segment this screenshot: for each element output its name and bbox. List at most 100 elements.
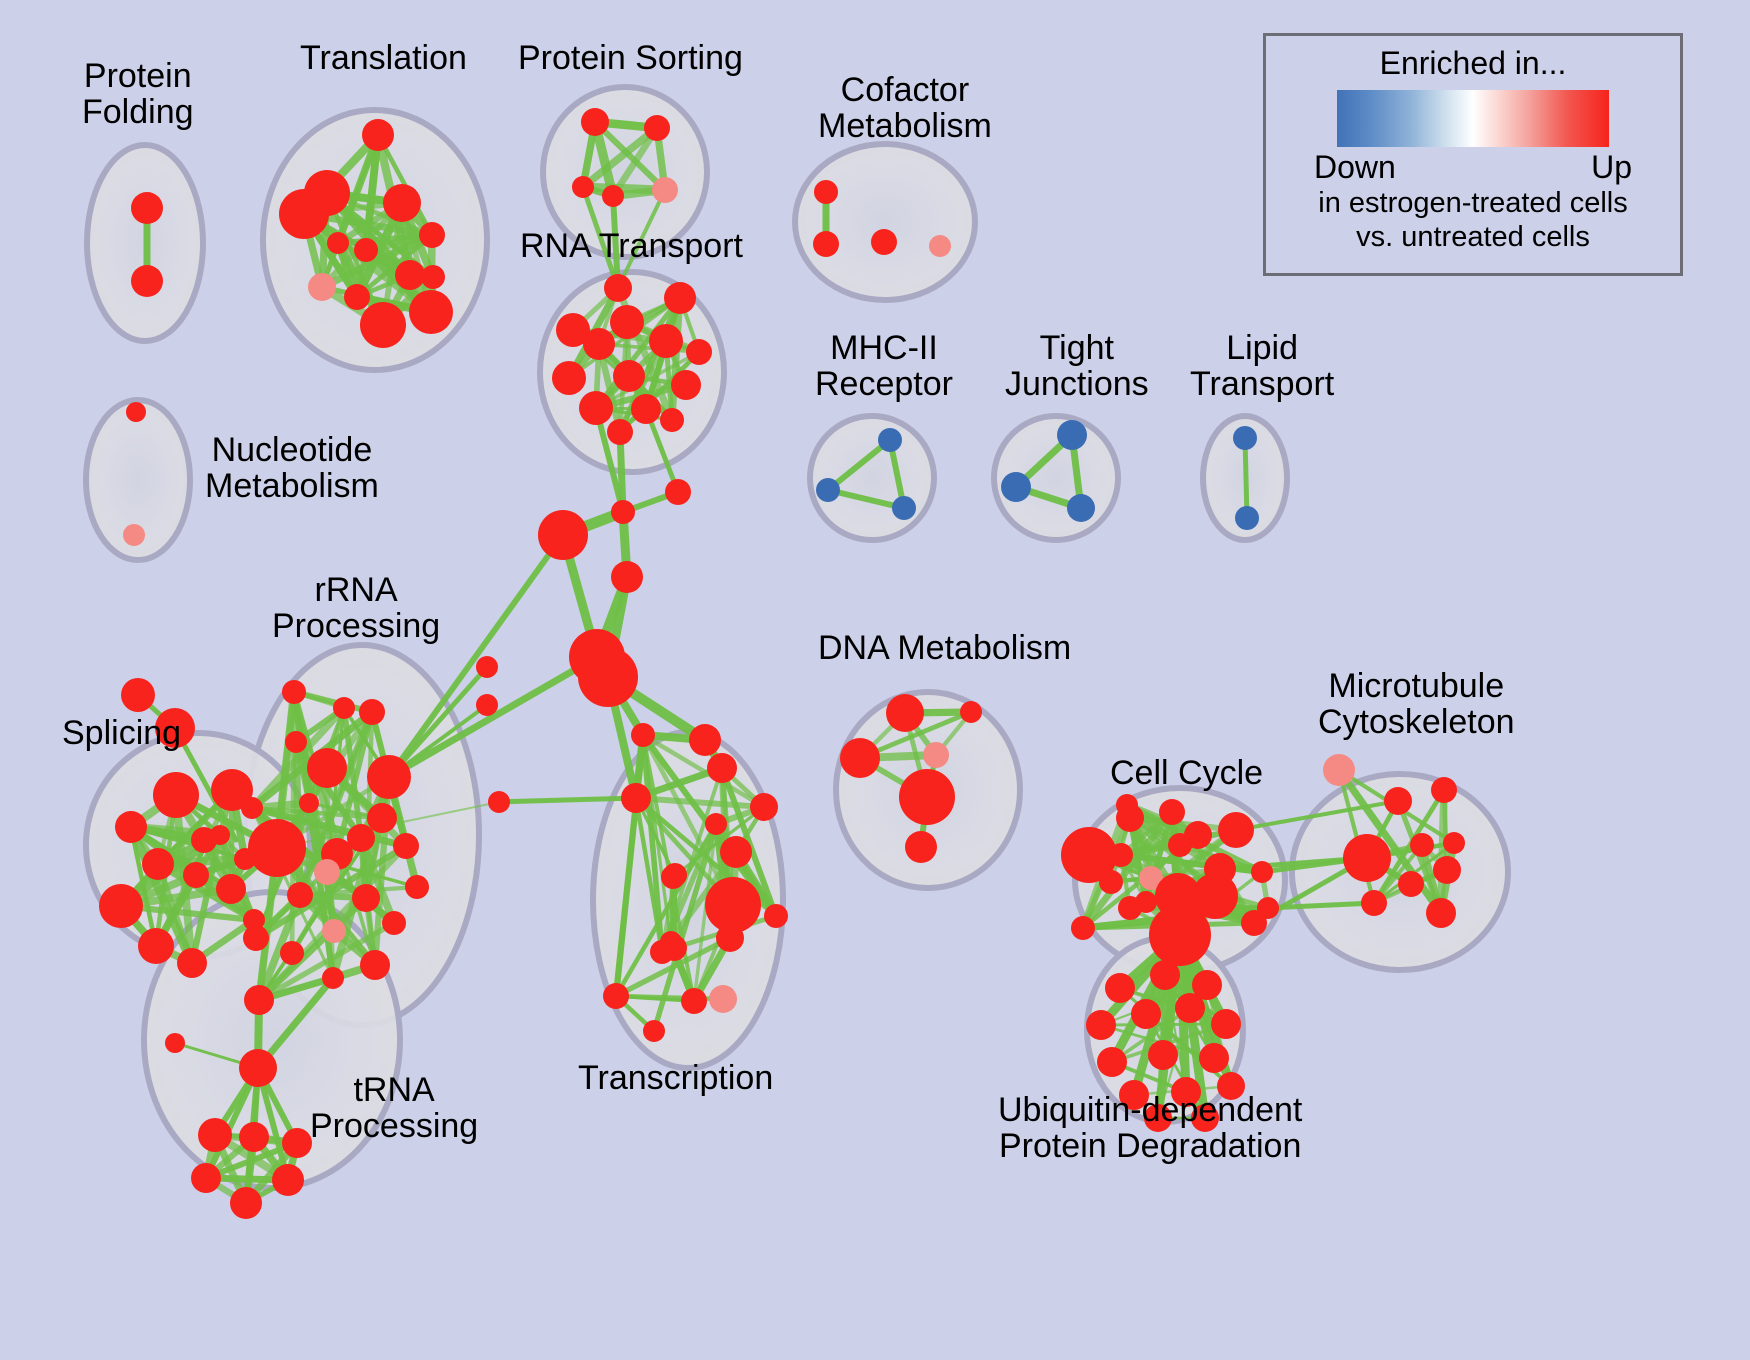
network-node[interactable]: [892, 496, 916, 520]
network-node[interactable]: [123, 524, 145, 546]
network-node[interactable]: [572, 176, 594, 198]
network-node[interactable]: [1001, 472, 1031, 502]
network-node[interactable]: [279, 189, 329, 239]
network-node[interactable]: [476, 656, 498, 678]
network-node[interactable]: [1118, 896, 1142, 920]
network-node[interactable]: [1443, 832, 1465, 854]
network-node[interactable]: [607, 419, 633, 445]
network-node[interactable]: [1426, 898, 1456, 928]
network-node[interactable]: [409, 290, 453, 334]
network-node[interactable]: [1168, 833, 1192, 857]
network-node[interactable]: [1217, 1072, 1245, 1100]
network-node[interactable]: [285, 731, 307, 753]
network-node[interactable]: [216, 874, 246, 904]
network-node[interactable]: [198, 1118, 232, 1152]
cluster-ellipse-mhc-ii-receptor[interactable]: [807, 413, 937, 543]
network-node[interactable]: [230, 1187, 262, 1219]
network-node[interactable]: [1361, 890, 1387, 916]
network-node[interactable]: [419, 222, 445, 248]
network-node[interactable]: [280, 941, 304, 965]
network-node[interactable]: [308, 273, 336, 301]
network-node[interactable]: [929, 235, 951, 257]
network-node[interactable]: [705, 877, 761, 933]
network-node[interactable]: [1192, 970, 1222, 1000]
network-node[interactable]: [643, 1020, 665, 1042]
network-node[interactable]: [1431, 777, 1457, 803]
network-node[interactable]: [115, 811, 147, 843]
network-node[interactable]: [871, 229, 897, 255]
network-node[interactable]: [899, 769, 955, 825]
network-node[interactable]: [705, 813, 727, 835]
network-node[interactable]: [538, 510, 588, 560]
network-node[interactable]: [347, 824, 375, 852]
network-node[interactable]: [816, 478, 840, 502]
network-node[interactable]: [579, 391, 613, 425]
network-node[interactable]: [131, 265, 163, 297]
network-node[interactable]: [138, 928, 174, 964]
network-node[interactable]: [750, 793, 778, 821]
network-node[interactable]: [1251, 861, 1273, 883]
network-node[interactable]: [660, 408, 684, 432]
network-node[interactable]: [1061, 827, 1117, 883]
network-node[interactable]: [299, 793, 319, 813]
network-node[interactable]: [707, 753, 737, 783]
network-node[interactable]: [155, 708, 195, 748]
network-node[interactable]: [649, 324, 683, 358]
network-node[interactable]: [556, 313, 590, 347]
network-node[interactable]: [272, 1164, 304, 1196]
network-node[interactable]: [689, 724, 721, 756]
network-node[interactable]: [1116, 794, 1138, 816]
network-node[interactable]: [611, 500, 635, 524]
network-node[interactable]: [671, 370, 701, 400]
network-node[interactable]: [282, 1128, 312, 1158]
network-node[interactable]: [382, 911, 406, 935]
network-node[interactable]: [153, 772, 199, 818]
network-node[interactable]: [1211, 1009, 1241, 1039]
network-node[interactable]: [886, 694, 924, 732]
network-node[interactable]: [248, 819, 306, 877]
network-node[interactable]: [1218, 812, 1254, 848]
network-node[interactable]: [814, 180, 838, 204]
network-node[interactable]: [1097, 1047, 1127, 1077]
network-node[interactable]: [1105, 973, 1135, 1003]
network-node[interactable]: [395, 260, 425, 290]
network-node[interactable]: [211, 769, 253, 811]
network-node[interactable]: [1071, 916, 1095, 940]
network-node[interactable]: [1139, 866, 1163, 890]
network-node[interactable]: [621, 783, 651, 813]
network-node[interactable]: [923, 742, 949, 768]
network-node[interactable]: [307, 748, 347, 788]
network-node[interactable]: [840, 738, 880, 778]
network-node[interactable]: [644, 115, 670, 141]
network-node[interactable]: [322, 967, 344, 989]
network-node[interactable]: [177, 948, 207, 978]
network-node[interactable]: [383, 184, 421, 222]
network-node[interactable]: [650, 940, 674, 964]
network-node[interactable]: [652, 177, 678, 203]
network-node[interactable]: [611, 561, 643, 593]
network-node[interactable]: [1241, 910, 1267, 936]
network-node[interactable]: [287, 882, 313, 908]
network-node[interactable]: [1384, 787, 1412, 815]
network-node[interactable]: [360, 302, 406, 348]
network-node[interactable]: [1057, 420, 1087, 450]
network-node[interactable]: [243, 925, 269, 951]
network-node[interactable]: [960, 701, 982, 723]
network-node[interactable]: [333, 697, 355, 719]
network-node[interactable]: [720, 836, 752, 868]
network-node[interactable]: [1323, 754, 1355, 786]
network-node[interactable]: [1233, 426, 1257, 450]
network-node[interactable]: [1099, 870, 1123, 894]
network-node[interactable]: [664, 282, 696, 314]
network-node[interactable]: [602, 185, 624, 207]
network-node[interactable]: [421, 265, 445, 289]
network-node[interactable]: [191, 1163, 221, 1193]
network-node[interactable]: [1144, 1104, 1172, 1132]
network-node[interactable]: [362, 119, 394, 151]
network-node[interactable]: [367, 803, 397, 833]
network-node[interactable]: [1086, 1010, 1116, 1040]
network-node[interactable]: [1067, 494, 1095, 522]
network-node[interactable]: [686, 339, 712, 365]
network-node[interactable]: [1235, 506, 1259, 530]
network-node[interactable]: [1119, 1080, 1149, 1110]
